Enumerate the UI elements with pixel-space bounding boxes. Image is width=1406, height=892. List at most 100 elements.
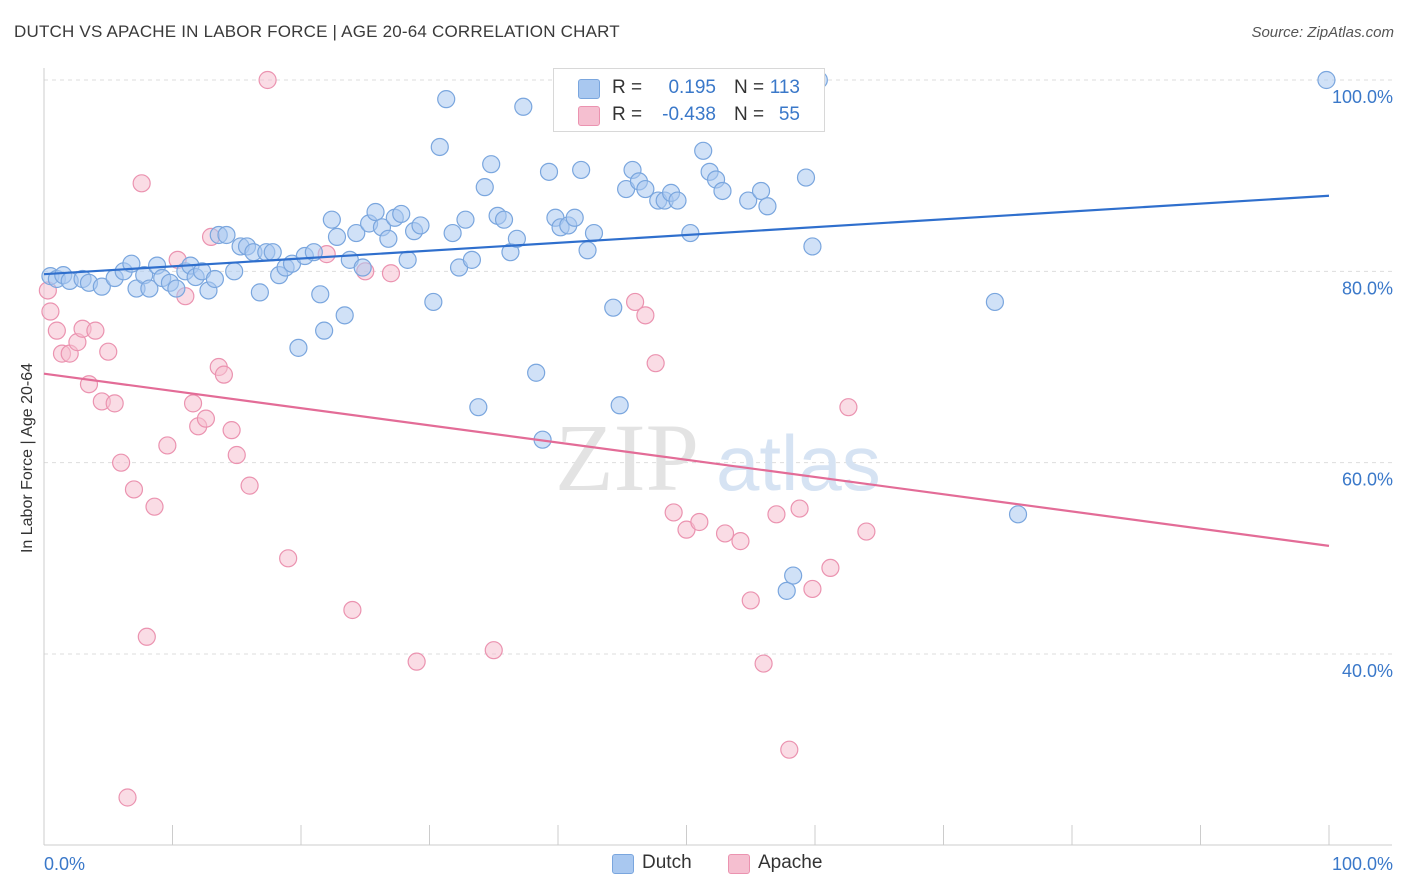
- apache-point: [137, 627, 156, 646]
- apache-point: [767, 505, 786, 524]
- dutch-trend-line: [43, 194, 1330, 276]
- apache-point: [646, 354, 665, 373]
- apache-point: [839, 398, 858, 417]
- dutch-point: [263, 243, 282, 262]
- tick-labels: 40.0% 60.0% 80.0% 100.0% 0.0% 100.0%: [44, 87, 1393, 874]
- apache-point: [132, 174, 151, 193]
- r-value: -0.438: [662, 104, 716, 125]
- apache-point: [381, 264, 401, 283]
- dutch-point: [584, 223, 604, 243]
- dutch-point: [311, 285, 330, 304]
- apache-point: [222, 421, 241, 440]
- n-label: N =: [734, 104, 765, 125]
- apache-point: [715, 524, 735, 543]
- apache-point: [484, 641, 503, 660]
- dutch-point: [751, 181, 771, 201]
- dutch-point: [985, 292, 1005, 312]
- dutch-point: [803, 237, 822, 256]
- apache-point: [407, 652, 426, 671]
- dutch-point: [572, 160, 591, 180]
- apache-point: [118, 788, 137, 807]
- dutch-point: [167, 279, 186, 298]
- dutch-point: [610, 396, 629, 415]
- apache-point: [99, 342, 118, 361]
- apache-point: [636, 306, 655, 325]
- y-tick-label: 80.0%: [1342, 278, 1393, 298]
- dutch-point: [507, 229, 526, 248]
- dutch-point: [335, 306, 354, 325]
- dutch-point: [475, 178, 494, 197]
- dutch-point: [636, 179, 655, 199]
- dutch-point: [327, 227, 347, 246]
- apache-point: [790, 499, 809, 518]
- apache-point: [343, 600, 362, 620]
- apache-point: [240, 476, 259, 495]
- watermark-atlas: atlas: [716, 419, 881, 507]
- apache-legend-label: Apache: [758, 852, 823, 873]
- x-tick-label: 100.0%: [1332, 854, 1393, 874]
- apache-point: [124, 480, 144, 499]
- dutch-point: [322, 210, 341, 229]
- dutch-point: [713, 181, 732, 201]
- apache-point: [183, 394, 203, 413]
- apache-point: [279, 549, 298, 568]
- dutch-point: [784, 566, 803, 585]
- source-label: Source: ZipAtlas.com: [1251, 24, 1394, 41]
- dutch-legend-label: Dutch: [642, 852, 692, 873]
- dutch-point: [796, 168, 816, 187]
- apache-swatch: [728, 854, 750, 874]
- dutch-point: [437, 90, 456, 109]
- y-tick-label: 60.0%: [1342, 470, 1393, 490]
- dutch-point: [694, 141, 713, 160]
- apache-point: [145, 497, 164, 516]
- dutch-point: [469, 398, 488, 417]
- apache-point: [690, 512, 709, 532]
- dutch-point: [430, 137, 449, 157]
- apache-point: [105, 394, 124, 413]
- apache-point: [214, 365, 233, 384]
- chart-title: DUTCH VS APACHE IN LABOR FORCE | AGE 20-…: [14, 22, 620, 41]
- dutch-point: [140, 279, 159, 298]
- y-tick-label: 40.0%: [1342, 661, 1393, 681]
- dutch-point: [424, 292, 443, 312]
- dutch-point: [205, 269, 225, 289]
- apache-point: [158, 436, 177, 455]
- dutch-point: [379, 229, 398, 248]
- dutch-point: [411, 216, 430, 235]
- dutch-point: [392, 204, 411, 224]
- n-label: N =: [734, 77, 765, 98]
- dutch-swatch: [578, 79, 600, 99]
- apache-point: [227, 445, 246, 465]
- r-value: 0.195: [668, 77, 716, 98]
- apache-points: [38, 70, 876, 807]
- dutch-point: [539, 162, 559, 181]
- dutch-point: [565, 208, 584, 227]
- apache-point: [731, 532, 750, 551]
- apache-point: [754, 654, 773, 673]
- dutch-point: [353, 258, 372, 277]
- apache-point: [196, 409, 216, 428]
- dutch-point: [443, 223, 462, 243]
- dutch-point: [527, 363, 546, 382]
- dutch-point: [1317, 70, 1336, 90]
- apache-point: [741, 591, 760, 610]
- x-tick-label: 0.0%: [44, 854, 85, 874]
- trend-lines: [43, 194, 1330, 547]
- dutch-point: [250, 283, 269, 302]
- correlation-legend: R = 0.195 N = 113 R = -0.438 N = 55: [553, 68, 825, 132]
- axes: [43, 68, 1392, 846]
- r-label: R =: [612, 104, 643, 125]
- apache-point: [821, 558, 840, 578]
- apache-point: [47, 321, 66, 340]
- grid-lines: [44, 79, 1392, 655]
- dutch-points: [41, 70, 1336, 600]
- y-tick-label: 100.0%: [1332, 87, 1393, 107]
- dutch-point: [578, 241, 597, 260]
- dutch-point: [366, 202, 385, 222]
- dutch-point: [462, 250, 482, 269]
- apache-point: [664, 503, 683, 522]
- dutch-point: [514, 97, 533, 116]
- dutch-point: [225, 262, 244, 281]
- n-value: 55: [778, 104, 800, 125]
- dutch-point: [217, 225, 236, 245]
